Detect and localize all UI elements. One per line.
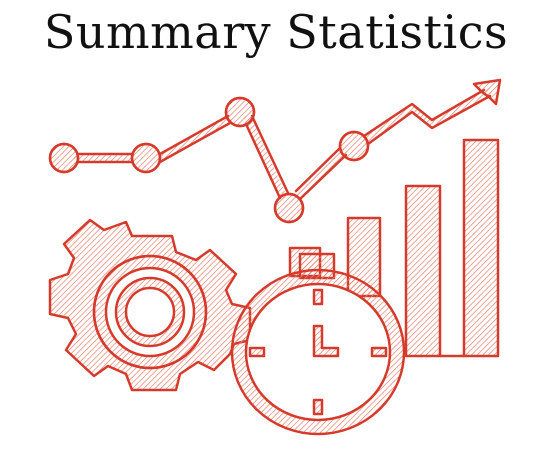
page-title: Summary Statistics	[0, 2, 552, 62]
gear-icon	[50, 220, 250, 390]
summary-statistics-icon	[0, 70, 552, 454]
